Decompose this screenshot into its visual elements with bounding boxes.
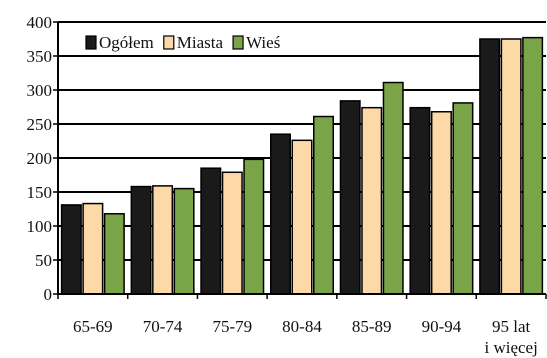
x-category-label: 80-84 [282,317,322,336]
bar-miasta [361,106,383,295]
bar-wieś [313,115,334,295]
bar-miasta [291,139,313,295]
legend-label-miasta: Miasta [177,33,224,52]
legend-label-wieś: Wieś [246,33,280,52]
x-category-label: 65-69 [73,317,113,336]
y-tick-label: 300 [27,81,53,100]
x-category-label: i więcej [484,338,537,357]
bar-miasta [430,111,452,295]
y-tick-label: 50 [35,251,52,270]
y-tick-label: 400 [27,13,53,32]
bar-wieś [382,81,404,295]
bar-ogółem [479,38,501,295]
bar-ogółem [200,167,222,295]
axes [53,21,547,299]
bars [60,36,544,295]
bar-ogółem [60,204,82,295]
legend-swatch-wieś [232,35,244,50]
bar-wieś [243,158,265,295]
bar-miasta [152,185,174,295]
y-tick-label: 250 [27,115,53,134]
bar-wieś [103,213,125,295]
y-tick-label: 350 [27,47,53,66]
x-category-label: 75-79 [212,317,252,336]
bar-wieś [522,36,544,295]
bar-miasta [82,202,104,295]
bar-ogółem [339,100,361,295]
x-axis-category-labels: 65-69 70-74 75-79 80-84 85-89 90-94 95 lat i wi… [73,317,538,357]
y-tick-label: 0 [44,285,53,304]
x-category-label: 95 lat [492,317,531,336]
legend-label-ogółem: Ogółem [99,33,154,52]
bar-ogółem [270,133,291,295]
x-category-label: 70-74 [143,317,183,336]
legend: Ogółem Miasta Wieś [80,27,287,55]
bar-ogółem [130,185,152,295]
bar-wieś [173,187,195,295]
y-tick-label: 150 [27,183,53,202]
legend-swatch-miasta [163,35,175,50]
bar-miasta [221,171,243,295]
bar-ogółem [409,106,431,295]
y-tick-label: 200 [27,149,53,168]
bar-miasta [500,38,522,295]
x-category-label: 85-89 [352,317,392,336]
y-tick-label: 100 [27,217,53,236]
x-category-label: 90-94 [422,317,462,336]
legend-swatch-ogółem [85,35,97,50]
y-axis-tick-labels: 0 50 100 150 200 250 300 350 400 [27,13,53,304]
bar-wieś [452,102,474,295]
legend-background [80,27,287,55]
